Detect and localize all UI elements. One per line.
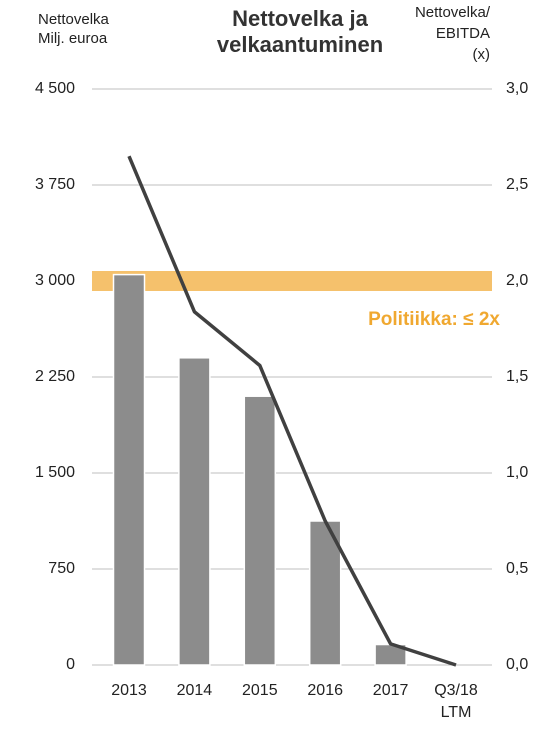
y2-tick-label: 1,0 <box>506 464 528 481</box>
x-tick-label: Q3/18 LTM <box>434 682 478 721</box>
y2-label-line: Nettovelka/ <box>414 4 490 21</box>
y2-axis-label: Nettovelka/EBITDA (x) <box>415 2 490 65</box>
y-tick-label: 750 <box>48 560 75 577</box>
policy-label: Politiikka: ≤ 2x <box>368 309 500 330</box>
x-tick-label: 2013 <box>111 682 147 699</box>
x-tick-label: 2016 <box>307 682 343 699</box>
y2-tick-label: 3,0 <box>506 80 528 97</box>
y2-tick-label: 0,0 <box>506 656 528 673</box>
y2-tick-label: 0,5 <box>506 560 528 577</box>
y2-tick-label: 2,5 <box>506 176 528 193</box>
y-tick-label: 3 750 <box>35 176 75 193</box>
x-tick-label: 2015 <box>242 682 278 699</box>
chart-title: Nettovelka ja velkaantuminen <box>170 6 430 58</box>
line <box>127 155 457 667</box>
y2-label-line: EBITDA <box>435 25 490 42</box>
y-tick-label: 3 000 <box>35 272 75 289</box>
y-label-line: Nettovelka <box>38 11 109 28</box>
x-tick-label: 2014 <box>176 682 213 699</box>
x-tick-label: 2017 <box>372 682 409 699</box>
title-line: Nettovelka ja <box>232 6 368 31</box>
y-tick-label: 0 <box>66 656 75 673</box>
title-line: velkaantuminen <box>216 32 384 57</box>
y2-tick-label: 1,5 <box>506 368 528 385</box>
bar <box>112 273 146 666</box>
y-tick-label: 1 500 <box>35 464 75 481</box>
policy-band <box>92 271 492 291</box>
y-label-line: Milj. euroa <box>38 30 108 47</box>
y2-tick-label: 2,0 <box>506 272 528 289</box>
bar <box>243 395 277 666</box>
y-axis-label: Nettovelka Milj. euroa <box>38 10 109 48</box>
bar <box>178 357 211 666</box>
y2-label-line: (x) <box>472 46 491 63</box>
y-tick-label: 2 250 <box>35 368 75 385</box>
bar <box>308 520 342 666</box>
y-tick-label: 4 500 <box>35 80 75 97</box>
